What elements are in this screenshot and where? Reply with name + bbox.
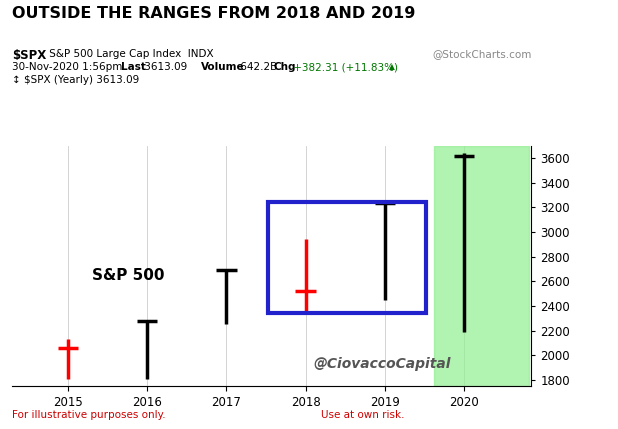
Text: Use at own risk.: Use at own risk. xyxy=(321,410,405,420)
Text: @CiovaccoCapital: @CiovaccoCapital xyxy=(313,357,451,371)
Text: ▲: ▲ xyxy=(389,62,396,71)
Text: Last: Last xyxy=(121,62,145,72)
Text: S&P 500: S&P 500 xyxy=(91,268,164,283)
Text: OUTSIDE THE RANGES FROM 2018 AND 2019: OUTSIDE THE RANGES FROM 2018 AND 2019 xyxy=(12,6,416,21)
Text: S&P 500 Large Cap Index  INDX: S&P 500 Large Cap Index INDX xyxy=(46,49,214,59)
Text: 30-Nov-2020 1:56pm: 30-Nov-2020 1:56pm xyxy=(12,62,123,72)
Text: Chg: Chg xyxy=(274,62,296,72)
Bar xyxy=(268,202,426,313)
Text: 642.2B: 642.2B xyxy=(237,62,280,72)
Text: 3613.09: 3613.09 xyxy=(141,62,190,72)
Text: $SPX: $SPX xyxy=(12,49,46,62)
Text: ↕ $SPX (Yearly) 3613.09: ↕ $SPX (Yearly) 3613.09 xyxy=(12,75,140,85)
Text: @StockCharts.com: @StockCharts.com xyxy=(433,49,532,59)
Text: For illustrative purposes only.: For illustrative purposes only. xyxy=(12,410,166,420)
Text: +382.31 (+11.83%): +382.31 (+11.83%) xyxy=(290,62,398,72)
Bar xyxy=(434,146,529,386)
Text: Volume: Volume xyxy=(201,62,245,72)
